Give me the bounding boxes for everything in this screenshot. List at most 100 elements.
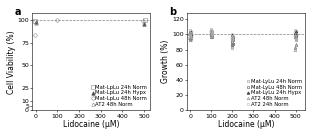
- Mat-LyLu 48h Norm: [209, 32, 212, 34]
- AT2 24h Norm: [295, 38, 298, 40]
- AT2 48h Norm: [294, 43, 298, 44]
- Mat-LyLu 48h Norm: [188, 38, 191, 40]
- Mat-LyLu 24h Hypx: [209, 34, 212, 36]
- Line: Mat-LyLu 48h Norm: Mat-LyLu 48h Norm: [188, 30, 298, 46]
- Mat-LyLu 48h Norm: [209, 34, 213, 35]
- Mat-LyLu 48h Norm: [294, 34, 298, 35]
- Mat-LyLu 24h Hypx: [209, 30, 213, 31]
- Mat-LyLu 24h Hypx: [209, 31, 212, 33]
- Legend: Mat-LyLu 24h Norm, Mat-LyLu 48h Norm, Mat-LyLu 24h Hypx, AT2 48h Norm, AT2 24h N: Mat-LyLu 24h Norm, Mat-LyLu 48h Norm, Ma…: [246, 78, 302, 108]
- AT2 24h Norm: [294, 35, 297, 37]
- Line: Mat-LyLu 24h Hypx: Mat-LyLu 24h Hypx: [189, 29, 298, 41]
- Mat-LyLu 24h Norm: [294, 31, 298, 32]
- Mat-LyLu 48h Norm: [189, 34, 193, 35]
- Mat-LyLu 48h Norm: [210, 35, 213, 37]
- Line: AT2 48h Norm: AT2 48h Norm: [188, 29, 297, 51]
- Text: a: a: [15, 7, 21, 17]
- AT2 48h Norm: [210, 34, 213, 36]
- AT2 24h Norm: [230, 40, 233, 41]
- AT2 48h Norm: [230, 43, 234, 44]
- AT2 24h Norm: [189, 32, 193, 34]
- Mat-LyLu 48h Norm: [188, 32, 192, 34]
- Mat-LyLu 24h Hypx: [293, 33, 297, 35]
- Mat-LyLu 24h Norm: [188, 37, 191, 39]
- Mat-LyLu 24h Norm: [293, 32, 297, 34]
- Mat-LpLu 48h Norm: [55, 20, 59, 21]
- AT2 48h Norm: [293, 47, 297, 49]
- Mat-LyLu 24h Hypx: [188, 33, 192, 35]
- Mat-LyLu 24h Norm: [230, 46, 234, 47]
- AT2 48h Norm: [230, 37, 234, 38]
- Mat-LyLu 24h Hypx: [294, 34, 298, 36]
- AT2 48h Norm: [209, 30, 212, 31]
- AT2 24h Norm: [230, 37, 233, 38]
- Mat-LyLu 48h Norm: [230, 38, 234, 40]
- AT2 48h Norm: [189, 36, 193, 38]
- Mat-LyLu 24h Hypx: [189, 36, 193, 38]
- Mat-LyLu 48h Norm: [231, 40, 235, 41]
- AT2 48h Norm: [188, 39, 192, 41]
- AT2 24h Norm: [231, 35, 235, 37]
- Mat-LpLu 48h Norm: [33, 34, 37, 36]
- AT2 48h Norm: [210, 33, 214, 35]
- AT2 48h Norm: [210, 31, 214, 33]
- Mat-LyLu 24h Norm: [294, 35, 297, 37]
- AT2 48h Norm: [230, 41, 234, 43]
- Mat-LyLu 24h Norm: [189, 39, 193, 41]
- Legend: Mat-LpLu 24h Norm, Mat-LpLu 24h Hypx, Mat-LpLu 48h Norm, AT2 48h Norm: Mat-LpLu 24h Norm, Mat-LpLu 24h Hypx, Ma…: [90, 84, 148, 108]
- Mat-LyLu 24h Norm: [210, 30, 213, 31]
- Text: b: b: [169, 7, 177, 17]
- Mat-LyLu 24h Norm: [231, 43, 235, 44]
- AT2 24h Norm: [209, 29, 213, 31]
- Mat-LyLu 48h Norm: [189, 35, 193, 37]
- Mat-LyLu 24h Hypx: [189, 31, 193, 33]
- AT2 48h Norm: [189, 37, 193, 39]
- Mat-LyLu 24h Norm: [188, 31, 192, 33]
- AT2 48h Norm: [293, 49, 297, 50]
- AT2 24h Norm: [209, 32, 213, 34]
- Mat-LyLu 24h Norm: [189, 34, 193, 36]
- AT2 48h Norm: [293, 46, 297, 47]
- AT2 24h Norm: [209, 31, 213, 32]
- Mat-LpLu 48h Norm: [141, 21, 145, 22]
- Mat-LyLu 24h Norm: [294, 34, 298, 35]
- AT2 24h Norm: [293, 37, 297, 38]
- AT2 48h Norm: [231, 38, 235, 40]
- Y-axis label: Growth (%): Growth (%): [162, 40, 170, 83]
- Mat-LyLu 48h Norm: [295, 35, 298, 37]
- Line: Mat-LyLu 24h Norm: Mat-LyLu 24h Norm: [188, 28, 297, 49]
- Mat-LyLu 48h Norm: [189, 37, 193, 38]
- AT2 48h Norm: [210, 36, 214, 38]
- AT2 24h Norm: [294, 34, 298, 35]
- AT2 24h Norm: [188, 34, 192, 35]
- Mat-LyLu 24h Hypx: [231, 36, 235, 38]
- AT2 24h Norm: [210, 35, 213, 37]
- AT2 24h Norm: [230, 34, 234, 35]
- Mat-LyLu 24h Norm: [209, 33, 213, 35]
- Mat-LyLu 48h Norm: [294, 38, 298, 40]
- Mat-LyLu 24h Norm: [209, 34, 213, 36]
- AT2 48h Norm: [231, 40, 235, 41]
- AT2 24h Norm: [210, 34, 214, 35]
- AT2 24h Norm: [230, 38, 234, 40]
- Line: AT2 24h Norm: AT2 24h Norm: [188, 29, 298, 42]
- Mat-LyLu 24h Hypx: [294, 31, 298, 33]
- Mat-LyLu 24h Norm: [188, 29, 192, 31]
- Mat-LyLu 24h Hypx: [189, 34, 193, 36]
- AT2 24h Norm: [189, 31, 193, 32]
- Mat-LyLu 24h Hypx: [293, 36, 297, 38]
- Mat-LyLu 24h Norm: [209, 36, 213, 38]
- Mat-LyLu 48h Norm: [293, 37, 297, 38]
- Mat-LyLu 24h Hypx: [230, 37, 234, 39]
- Y-axis label: Cell Viability (%): Cell Viability (%): [7, 30, 16, 94]
- AT2 24h Norm: [294, 40, 297, 41]
- Mat-LyLu 24h Norm: [231, 44, 234, 46]
- AT2 48h Norm: [294, 44, 298, 46]
- Mat-LyLu 24h Norm: [188, 33, 192, 35]
- Mat-LyLu 24h Norm: [230, 41, 234, 43]
- Mat-LyLu 48h Norm: [294, 40, 297, 41]
- Mat-LyLu 48h Norm: [230, 41, 234, 43]
- Mat-LyLu 24h Norm: [230, 47, 234, 49]
- Mat-LyLu 48h Norm: [230, 44, 233, 46]
- Mat-LyLu 24h Norm: [293, 29, 297, 31]
